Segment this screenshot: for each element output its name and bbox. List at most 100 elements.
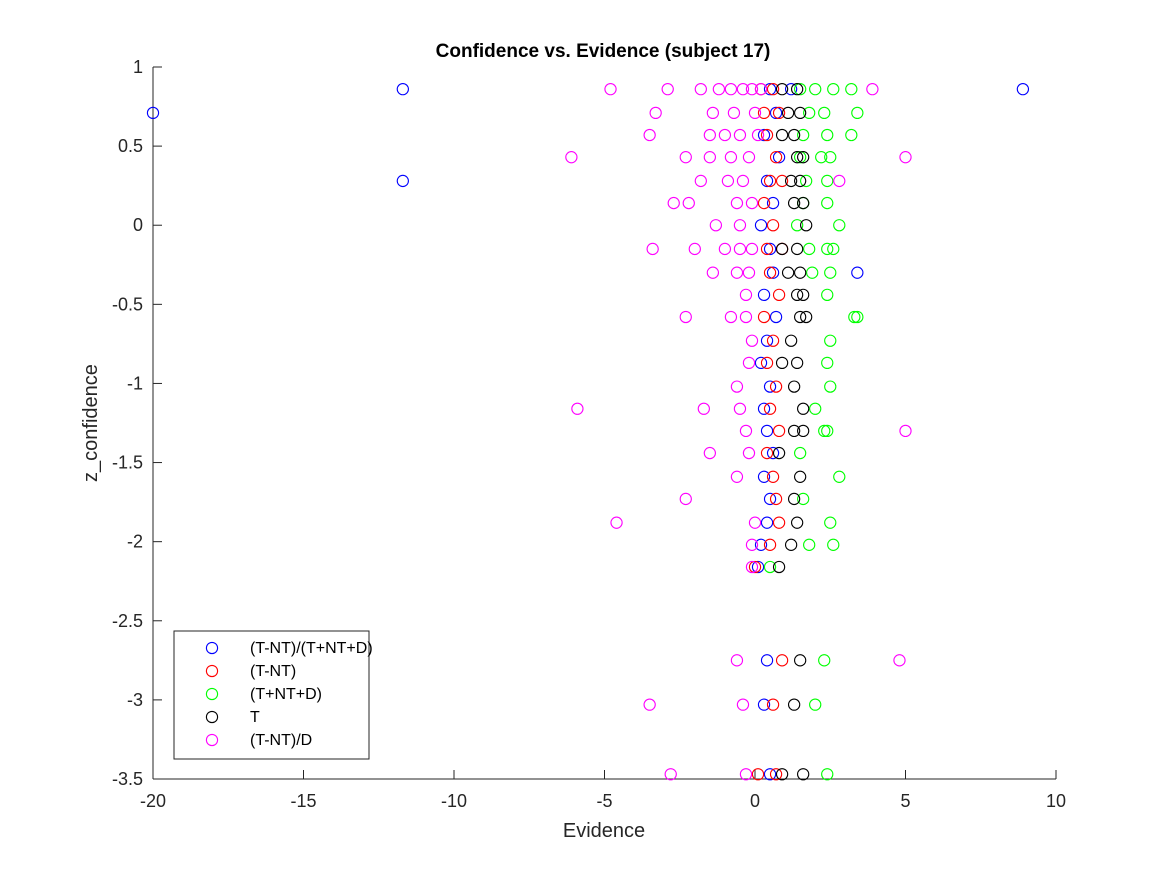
data-point: [797, 128, 810, 142]
data-point: [742, 151, 756, 164]
data-point: [730, 470, 744, 483]
y-tick-label: -3.5: [112, 769, 143, 789]
data-point: [763, 768, 777, 781]
data-point: [766, 334, 780, 347]
legend: (T-NT)/(T+NT+D) (T-NT) (T+NT+D) T (T-NT)/D: [173, 630, 373, 760]
data-point: [646, 242, 659, 256]
data-point: [1016, 83, 1030, 96]
data-point: [757, 470, 771, 483]
data-point: [845, 128, 858, 142]
data-point: [754, 356, 768, 370]
data-point: [827, 83, 840, 96]
data-point: [745, 242, 759, 256]
data-point: [848, 310, 861, 324]
data-point: [824, 516, 837, 529]
data-point: [766, 196, 780, 210]
y-axis-label: z_confidence: [80, 364, 102, 482]
data-point: [772, 288, 786, 301]
data-point: [730, 196, 744, 210]
y-tick-label: 0.5: [118, 136, 143, 156]
y-tick-label: 1: [133, 57, 143, 77]
x-tick-label: -20: [140, 791, 166, 811]
data-point: [787, 380, 801, 393]
data-point: [772, 151, 786, 164]
data-point: [760, 356, 774, 370]
legend-label: T: [250, 709, 260, 726]
data-point: [739, 288, 753, 301]
y-tick-label: -2.5: [112, 611, 143, 631]
series-2: [763, 83, 864, 781]
data-point: [784, 334, 798, 347]
data-point: [760, 128, 774, 142]
data-point: [742, 356, 756, 370]
data-point: [766, 83, 780, 96]
data-point: [766, 698, 780, 711]
data-point: [706, 106, 720, 120]
data-point: [733, 128, 747, 142]
data-point: [736, 174, 750, 188]
x-axis-ticks: -20 -15 -10 -5 0 5 10: [140, 770, 1066, 811]
data-point: [790, 151, 804, 164]
data-point: [899, 151, 912, 164]
data-point: [833, 174, 846, 188]
data-point: [745, 83, 759, 96]
data-point: [821, 356, 834, 370]
data-point: [742, 266, 756, 279]
legend-label: (T-NT): [250, 663, 296, 680]
data-point: [724, 83, 738, 96]
data-point: [821, 768, 834, 781]
data-point: [772, 516, 786, 529]
data-point: [748, 516, 762, 529]
data-point: [760, 334, 774, 347]
data-point: [787, 424, 801, 438]
data-point: [736, 83, 750, 96]
data-point: [818, 424, 831, 438]
series-3: [772, 83, 813, 781]
data-point: [763, 83, 777, 96]
data-point: [781, 266, 795, 279]
data-point: [797, 288, 810, 301]
legend-marker: [205, 641, 219, 655]
data-point: [724, 310, 738, 324]
data-point: [787, 698, 801, 711]
data-point: [827, 242, 840, 256]
legend-marker: [205, 687, 219, 701]
data-point: [742, 446, 756, 460]
data-point: [845, 83, 858, 96]
data-point: [565, 151, 578, 164]
data-point: [679, 151, 692, 164]
data-point: [751, 768, 765, 781]
data-point: [754, 219, 768, 232]
data-point: [697, 402, 710, 415]
data-point: [760, 654, 774, 667]
data-point: [706, 266, 720, 279]
legend-marker: [205, 664, 219, 678]
data-point: [610, 516, 623, 529]
data-point: [809, 698, 822, 711]
data-point: [736, 698, 750, 711]
data-point: [757, 288, 771, 301]
data-point: [763, 380, 777, 393]
data-point: [790, 83, 804, 96]
data-point: [821, 128, 834, 142]
data-point: [787, 128, 801, 142]
data-point: [733, 219, 747, 232]
legend-label: (T+NT+D): [250, 686, 322, 703]
data-point: [727, 106, 741, 120]
data-point: [790, 219, 804, 232]
y-tick-label: -3: [127, 690, 143, 710]
data-point: [821, 242, 834, 256]
data-point: [790, 242, 804, 256]
data-point: [763, 266, 777, 279]
data-point: [797, 768, 810, 781]
data-point: [790, 288, 804, 301]
data-point: [797, 402, 810, 415]
data-point: [797, 151, 810, 164]
y-tick-label: -1.5: [112, 453, 143, 473]
data-point: [667, 196, 680, 210]
data-point: [772, 560, 786, 574]
data-point: [679, 310, 692, 324]
x-axis-label: Evidence: [563, 820, 645, 842]
data-point: [748, 560, 762, 574]
